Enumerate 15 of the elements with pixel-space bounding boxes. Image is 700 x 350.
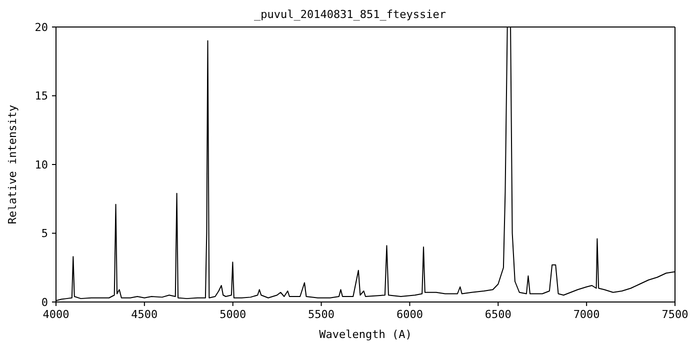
x-axis-title: Wavelength (A) bbox=[319, 328, 412, 341]
y-tick-label: 0 bbox=[41, 296, 48, 309]
y-tick-label: 10 bbox=[34, 158, 48, 172]
x-tick-label: 7500 bbox=[662, 308, 688, 321]
chart-title: _puvul_20140831_851_fteyssier bbox=[252, 8, 448, 22]
x-tick-label: 4000 bbox=[42, 308, 70, 321]
y-tick-label: 5 bbox=[41, 227, 48, 240]
x-tick-label: 6500 bbox=[484, 308, 512, 321]
y-tick-label: 20 bbox=[34, 20, 48, 34]
x-tick-label: 4500 bbox=[131, 308, 158, 321]
x-tick-label: 5500 bbox=[308, 308, 335, 321]
x-tick-label: 6000 bbox=[396, 308, 423, 321]
y-tick-label: 15 bbox=[34, 90, 48, 103]
x-tick-label: 5000 bbox=[220, 308, 246, 321]
x-tick-label: 7000 bbox=[573, 308, 600, 321]
